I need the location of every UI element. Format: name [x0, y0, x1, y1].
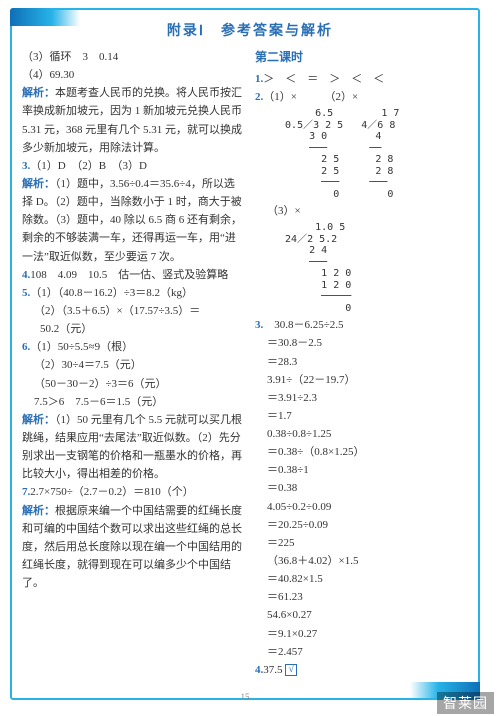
analysis-3: 解析：（1）题中，3.56÷0.4＝35.6÷4，所以选择 D。（2）题中，当除…: [22, 175, 245, 266]
q5: 5.（1）（40.8－16.2）÷3＝8.2（kg）: [22, 284, 245, 302]
eq4-2: ＝20.25÷0.09: [255, 516, 478, 534]
left-column: （3）循环 3 0.14 （4）69.30 解析：本题考查人民币的兑换。将人民币…: [22, 48, 245, 679]
eq3-2: ＝0.38÷（0.8×1.25）: [255, 443, 478, 461]
r-q2-2: （2）×: [330, 91, 358, 103]
r-q2-num: 2.: [255, 91, 263, 103]
analysis-label: 解析：: [22, 414, 55, 426]
eq5-3: ＝61.23: [255, 588, 478, 606]
eq1-3: ＝28.3: [255, 353, 478, 371]
q4-text: 108 4.09 10.5 估一估、竖式及验算略: [30, 269, 228, 281]
eq4-1: 4.05÷0.2÷0.09: [255, 498, 478, 516]
analysis-text: （1）题中，3.56÷0.4＝35.6÷4，所以选择 D。（2）题中，当除数小于…: [22, 178, 242, 263]
q6-2: （2）30÷4＝7.5（元）: [22, 356, 245, 374]
q3-text: （1）D （2）B （3）D: [30, 160, 147, 172]
q6: 6.（1）50÷5.5≈9（根）: [22, 338, 245, 356]
r-q1-text: ＞ ＜ ＝ ＞ ＜ ＜: [263, 73, 384, 85]
r-q4: 4.37.5 √: [255, 661, 478, 679]
eq2-3: ＝1.7: [255, 407, 478, 425]
eq2-1: 3.91÷（22－19.7）: [255, 371, 478, 389]
r-q3: 3. 30.8－6.25÷2.5: [255, 316, 478, 334]
q5-2: （2）（3.5＋6.5）×（17.57÷3.5）＝: [22, 302, 245, 320]
section-title: 第二课时: [255, 48, 478, 68]
eq4-3: ＝225: [255, 534, 478, 552]
item-3: （3）循环 3 0.14: [22, 48, 245, 66]
eq5-1: （36.8＋4.02）×1.5: [255, 552, 478, 570]
long-division-3: 1.0 5 24／2 5.2 2 4 ─── 1 2 0 1 2 0 ─────…: [273, 222, 478, 314]
r-q2: 2.（1）× （2）×: [255, 88, 478, 106]
r-q2-3: （3）×: [255, 202, 478, 220]
analysis-label: 解析：: [22, 178, 55, 190]
analysis-text: （1）50 元里有几个 5.5 元就可以买几根跳绳，结果应用“去尾法”取近似数。…: [22, 414, 242, 480]
r-q2-1: （1）×: [263, 91, 297, 103]
analysis-label: 解析：: [22, 87, 55, 99]
q7-text: 2.7×750÷（2.7－0.2）＝810（个）: [30, 486, 194, 498]
q6-3: （50－30－2）÷3＝6（元）: [22, 375, 245, 393]
watermark: 智莱园: [437, 692, 494, 714]
q3-num: 3.: [22, 160, 30, 172]
q5-num: 5.: [22, 287, 30, 299]
r-q1: 1.＞ ＜ ＝ ＞ ＜ ＜: [255, 70, 478, 88]
analysis-6: 解析：（1）50 元里有几个 5.5 元就可以买几根跳绳，结果应用“去尾法”取近…: [22, 411, 245, 484]
r-q3-num: 3.: [255, 319, 263, 331]
eq3-1: 0.38÷0.8÷1.25: [255, 425, 478, 443]
r-q1-num: 1.: [255, 73, 263, 85]
page-number: 15: [0, 692, 490, 702]
analysis-text: 根据原来编一个中国结需要的红绳长度和可编的中国结个数可以求出这些红绳的总长度，然…: [22, 505, 242, 590]
q4: 4.108 4.09 10.5 估一估、竖式及验算略: [22, 266, 245, 284]
q6-4: 7.5＞6 7.5－6＝1.5（元）: [22, 393, 245, 411]
q3: 3.（1）D （2）B （3）D: [22, 157, 245, 175]
long-division-1-2: 6.5 1 7 0.5／3 2 5 4／6 8 3 0 4 ─── ── 2 5…: [273, 108, 478, 200]
item-4: （4）69.30: [22, 66, 245, 84]
content-columns: （3）循环 3 0.14 （4）69.30 解析：本题考查人民币的兑换。将人民币…: [0, 40, 500, 679]
r-q4-num: 4.: [255, 664, 263, 676]
eq1-2: ＝30.8－2.5: [255, 334, 478, 352]
right-column: 第二课时 1.＞ ＜ ＝ ＞ ＜ ＜ 2.（1）× （2）× 6.5 1 7 0…: [255, 48, 478, 679]
q4-num: 4.: [22, 269, 30, 281]
analysis-7: 解析：根据原来编一个中国结需要的红绳长度和可编的中国结个数可以求出这些红绳的总长…: [22, 502, 245, 593]
eq2-2: ＝3.91÷2.3: [255, 389, 478, 407]
eq3-4: ＝0.38: [255, 479, 478, 497]
q5-3: 50.2（元）: [22, 320, 245, 338]
q6-num: 6.: [22, 341, 30, 353]
analysis-label: 解析：: [22, 505, 55, 517]
q5-1: （1）（40.8－16.2）÷3＝8.2（kg）: [30, 287, 193, 299]
eq6-2: ＝9.1×0.27: [255, 625, 478, 643]
eq6-1: 54.6×0.27: [255, 606, 478, 624]
q7: 7.2.7×750÷（2.7－0.2）＝810（个）: [22, 483, 245, 501]
analysis-1: 解析：本题考查人民币的兑换。将人民币按汇率换成新加坡元，因为 1 新加坡元兑换人…: [22, 84, 245, 157]
q6-1: （1）50÷5.5≈9（根）: [30, 341, 133, 353]
q7-num: 7.: [22, 486, 30, 498]
eq3-3: ＝0.38÷1: [255, 461, 478, 479]
eq5-2: ＝40.82×1.5: [255, 570, 478, 588]
check-icon: √: [285, 664, 297, 676]
r-q4-text: 37.5: [263, 664, 282, 676]
analysis-text: 本题考查人民币的兑换。将人民币按汇率换成新加坡元，因为 1 新加坡元兑换人民币 …: [22, 87, 242, 153]
eq6-3: ＝2.457: [255, 643, 478, 661]
eq1-1: 30.8－6.25÷2.5: [274, 319, 343, 331]
corner-accent-top: [10, 8, 80, 26]
